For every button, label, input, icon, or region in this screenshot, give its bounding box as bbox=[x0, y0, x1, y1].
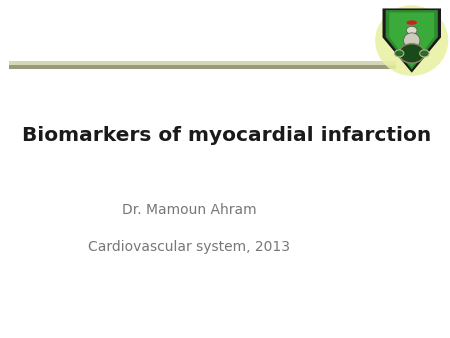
Ellipse shape bbox=[404, 33, 420, 48]
Circle shape bbox=[399, 44, 425, 63]
Bar bbox=[9, 61, 396, 66]
Polygon shape bbox=[382, 8, 441, 73]
Circle shape bbox=[395, 50, 404, 57]
Polygon shape bbox=[386, 10, 438, 70]
Circle shape bbox=[420, 50, 429, 57]
Ellipse shape bbox=[375, 5, 448, 76]
Text: Biomarkers of myocardial infarction: Biomarkers of myocardial infarction bbox=[22, 126, 432, 145]
Bar bbox=[9, 66, 396, 69]
Text: Dr. Mamoun Ahram: Dr. Mamoun Ahram bbox=[122, 202, 256, 217]
Ellipse shape bbox=[406, 20, 417, 25]
Text: Cardiovascular system, 2013: Cardiovascular system, 2013 bbox=[88, 240, 290, 254]
Circle shape bbox=[406, 26, 417, 34]
Polygon shape bbox=[389, 13, 434, 67]
